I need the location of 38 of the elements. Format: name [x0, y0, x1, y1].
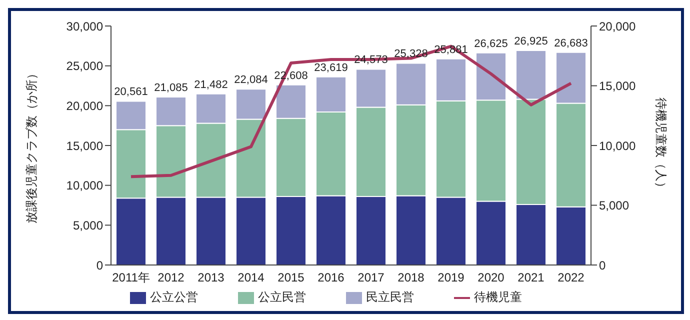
x-tick-label: 2018: [398, 270, 425, 285]
y2-tick-label: 20,000: [599, 19, 636, 34]
y2-tick-label: 5,000: [599, 198, 630, 213]
x-tick-label: 2013: [198, 270, 225, 285]
y2-axis-title: 待機児童数（人）: [654, 98, 668, 194]
y2-tick-label: 15,000: [599, 79, 636, 94]
x-tick-label: 2015: [278, 270, 305, 285]
x-tick-label: 2014: [238, 270, 265, 285]
y-tick-label: 10,000: [66, 178, 104, 193]
total-label: 21,085: [154, 82, 188, 94]
y-tick-label: 15,000: [66, 138, 104, 153]
y-tick-label: 25,000: [66, 59, 104, 74]
y-tick-label: 5,000: [72, 218, 104, 232]
x-tick-label: 2016: [318, 270, 345, 285]
total-label: 20,561: [114, 86, 148, 98]
y2-tick-label: 10,000: [599, 138, 636, 153]
legend-label: 待機児童: [474, 290, 522, 304]
y-tick-label: 30,000: [66, 19, 104, 34]
x-tick-label: 2011年: [112, 270, 150, 285]
y-axis-title: 放課後児童クラブ数（か所）: [24, 68, 38, 224]
x-tick-label: 2017: [358, 270, 385, 285]
total-label: 22,084: [234, 74, 268, 86]
x-tick-label: 2020: [478, 270, 505, 285]
x-tick-label: 2012: [158, 270, 185, 285]
total-label: 26,683: [554, 37, 588, 50]
total-label: 21,482: [194, 78, 228, 91]
legend-label: 公立公営: [150, 290, 198, 304]
x-tick-label: 2022: [558, 270, 585, 285]
total-label: 26,625: [474, 38, 508, 50]
x-tick-label: 2021: [518, 270, 545, 285]
legend-label: 民立民営: [366, 290, 414, 304]
y2-tick-label: 0: [599, 258, 606, 272]
y-tick-label: 0: [96, 258, 104, 272]
total-label: 26,925: [514, 36, 548, 48]
x-tick-label: 2019: [438, 270, 465, 285]
y-tick-label: 20,000: [66, 98, 104, 113]
total-label: 23,619: [314, 62, 348, 74]
legend-label: 公立民営: [258, 290, 306, 304]
